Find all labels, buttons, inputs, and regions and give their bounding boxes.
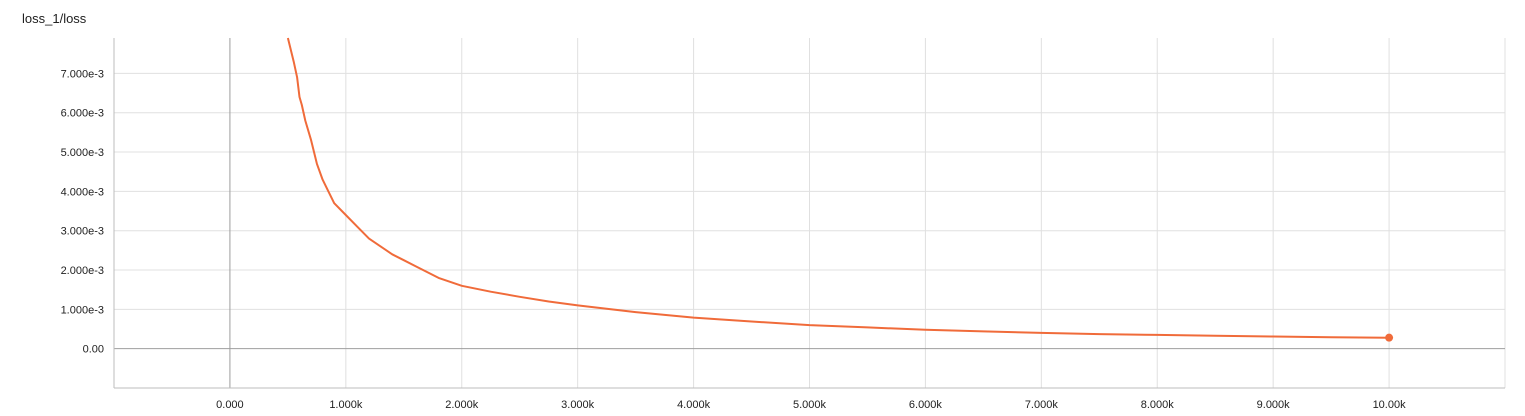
y-tick-labels: 0.00 1.000e-3 2.000e-3 3.000e-3 4.000e-3 5.00…	[61, 68, 104, 355]
x-tick-label: 8.000k	[1141, 399, 1175, 411]
x-tick-label: 0.000	[216, 399, 244, 411]
y-tick-label: 1.000e-3	[61, 304, 104, 316]
y-tick-label: 3.000e-3	[61, 226, 104, 238]
x-tick-label: 4.000k	[677, 399, 711, 411]
x-tick-label: 7.000k	[1025, 399, 1059, 411]
y-tick-label: 6.000e-3	[61, 108, 104, 120]
last-point-marker	[1385, 333, 1394, 342]
x-tick-label: 5.000k	[793, 399, 827, 411]
x-tick-label: 2.000k	[445, 399, 479, 411]
y-tick-label: 7.000e-3	[61, 68, 104, 80]
y-tick-label: 2.000e-3	[61, 265, 104, 277]
grid	[114, 38, 1506, 388]
x-tick-labels: 0.000 1.000k 2.000k 3.000k 4.000k 5.000k 6.000…	[216, 399, 1406, 411]
y-tick-label: 4.000e-3	[61, 186, 104, 198]
y-tick-label: 0.00	[83, 344, 104, 356]
x-tick-label: 3.000k	[561, 399, 595, 411]
y-tick-label: 5.000e-3	[61, 147, 104, 159]
loss-series-line	[286, 37, 1390, 339]
x-tick-label: 9.000k	[1257, 399, 1291, 411]
chart-title: loss_1/loss	[22, 11, 87, 26]
x-tick-label: 6.000k	[909, 399, 943, 411]
series	[286, 37, 1394, 342]
x-tick-label: 1.000k	[329, 399, 363, 411]
x-tick-label: 10.00k	[1373, 399, 1407, 411]
axes	[113, 38, 1505, 389]
